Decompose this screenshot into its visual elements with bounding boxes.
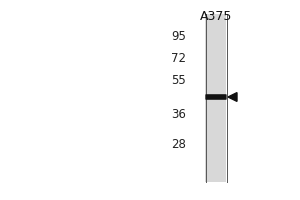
FancyBboxPatch shape: [205, 94, 227, 100]
Polygon shape: [228, 93, 237, 101]
Text: 95: 95: [171, 29, 186, 43]
Text: 55: 55: [171, 73, 186, 86]
Text: 36: 36: [171, 108, 186, 120]
Text: 28: 28: [171, 138, 186, 150]
Text: A375: A375: [200, 10, 232, 23]
Text: 72: 72: [171, 51, 186, 64]
Bar: [206, 14, 226, 182]
